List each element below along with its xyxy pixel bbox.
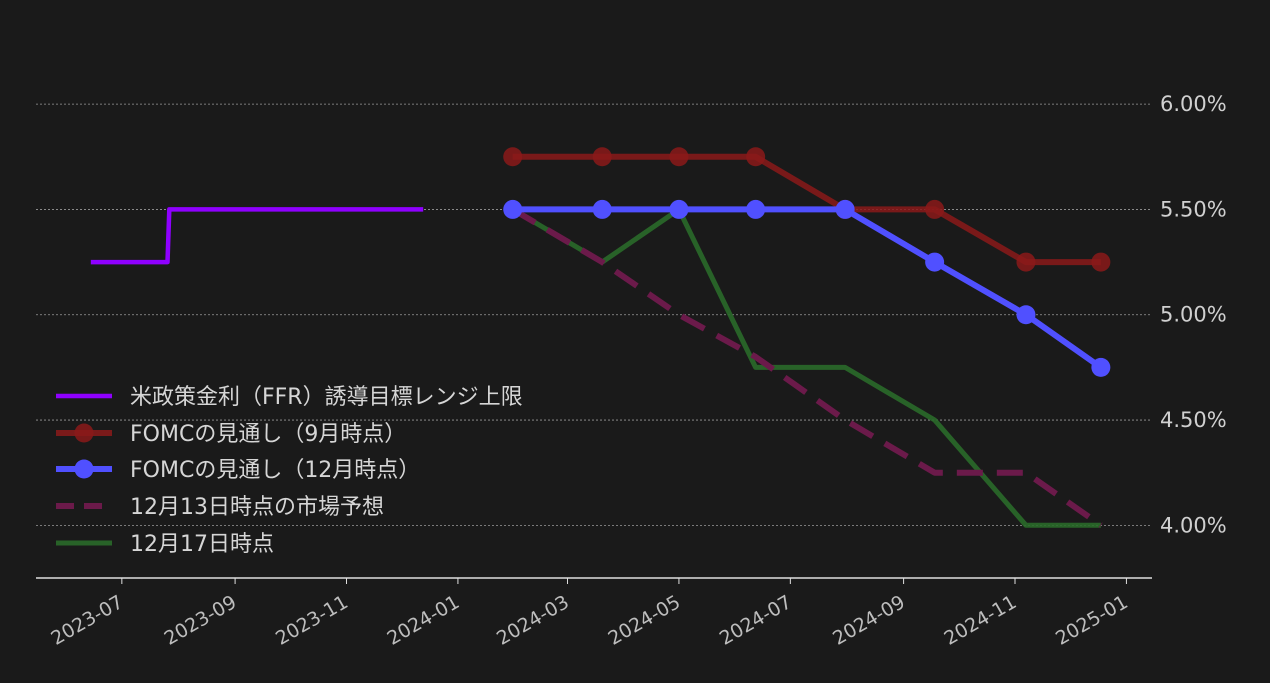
x-tick-label: 2024-07	[716, 591, 796, 650]
x-tick-label: 2024-11	[941, 591, 1021, 650]
y-tick-label: 4.50%	[1160, 408, 1227, 432]
x-tick-label: 2023-09	[161, 591, 241, 650]
series-4-line	[511, 206, 1101, 528]
series-3	[511, 206, 1103, 528]
series-1-point	[1091, 252, 1111, 272]
legend-label: FOMCの見通し（9月時点）	[130, 422, 406, 447]
series-1-point	[746, 147, 766, 167]
x-tick-label: 2024-01	[383, 591, 463, 650]
legend-item: 米政策金利（FFR）誘導目標レンジ上限	[56, 385, 523, 410]
legend-label: 12月17日時点	[130, 532, 274, 557]
series-2-point	[592, 199, 612, 219]
series-2-point	[503, 199, 523, 219]
series-2-point	[746, 199, 766, 219]
x-tick-label: 2024-05	[604, 591, 684, 650]
series-1-point	[1016, 252, 1036, 272]
x-tick-label: 2024-03	[493, 591, 573, 650]
series-0-line	[90, 207, 424, 265]
legend-item: FOMCの見通し（9月時点）	[56, 422, 406, 447]
series-1-line	[512, 153, 1101, 266]
y-tick-label: 5.50%	[1160, 197, 1227, 221]
legend-label: FOMCの見通し（12月時点）	[130, 458, 420, 483]
legend-marker	[74, 459, 94, 479]
series-2-point	[669, 199, 689, 219]
series-1-point	[925, 199, 945, 219]
legend-item: 12月17日時点	[56, 532, 274, 557]
y-tick-label: 5.00%	[1160, 303, 1227, 327]
x-tick-label: 2023-07	[47, 591, 127, 650]
series-2-point	[835, 199, 855, 219]
y-tick-label: 6.00%	[1160, 92, 1227, 116]
series-0	[90, 207, 424, 265]
series-3-line	[511, 206, 1103, 528]
series-4	[511, 206, 1101, 528]
series-2	[503, 199, 1111, 377]
legend-marker	[74, 423, 94, 443]
series-2-point	[1091, 357, 1111, 377]
series-1-point	[592, 147, 612, 167]
legend-item: 12月13日時点の市場予想	[56, 495, 384, 520]
series-1-point	[503, 147, 523, 167]
x-tick-label: 2024-09	[829, 591, 909, 650]
x-tick-label: 2025-01	[1052, 591, 1132, 650]
legend-label: 12月13日時点の市場予想	[130, 495, 384, 520]
series-2-point	[925, 252, 945, 272]
y-tick-label: 4.00%	[1160, 513, 1227, 537]
series-2-line	[512, 206, 1103, 370]
series-2-point	[1016, 305, 1036, 325]
legend-label: 米政策金利（FFR）誘導目標レンジ上限	[130, 385, 523, 410]
legend-item: FOMCの見通し（12月時点）	[56, 458, 420, 483]
series-1-point	[669, 147, 689, 167]
x-tick-label: 2023-11	[272, 591, 352, 650]
